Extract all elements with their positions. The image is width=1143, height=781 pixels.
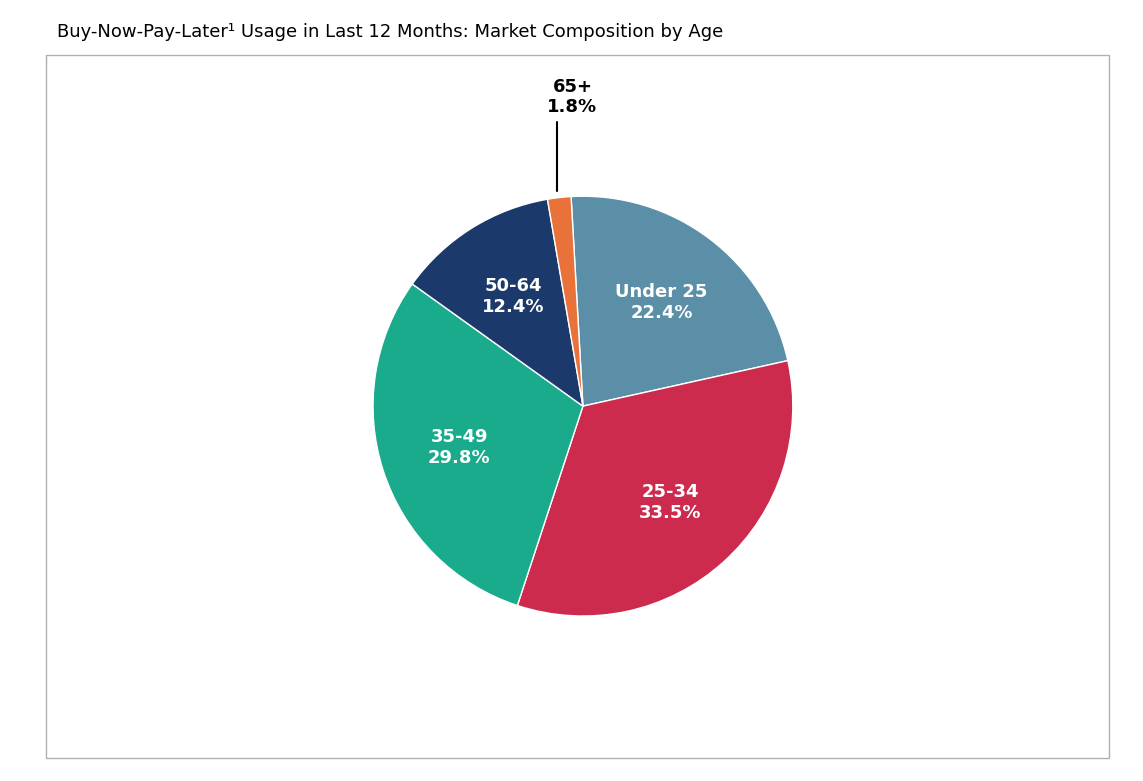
Wedge shape <box>413 199 583 406</box>
Text: Under 25
22.4%: Under 25 22.4% <box>615 283 708 322</box>
Wedge shape <box>572 196 788 406</box>
Wedge shape <box>547 197 583 406</box>
Text: 25-34
33.5%: 25-34 33.5% <box>639 483 702 522</box>
Text: 35-49
29.8%: 35-49 29.8% <box>429 428 490 466</box>
Wedge shape <box>518 361 793 616</box>
Text: 65+
1.8%: 65+ 1.8% <box>547 77 598 191</box>
Wedge shape <box>373 284 583 605</box>
Text: Buy-Now-Pay-Later¹ Usage in Last 12 Months: Market Composition by Age: Buy-Now-Pay-Later¹ Usage in Last 12 Mont… <box>57 23 724 41</box>
Text: 50-64
12.4%: 50-64 12.4% <box>482 276 544 316</box>
